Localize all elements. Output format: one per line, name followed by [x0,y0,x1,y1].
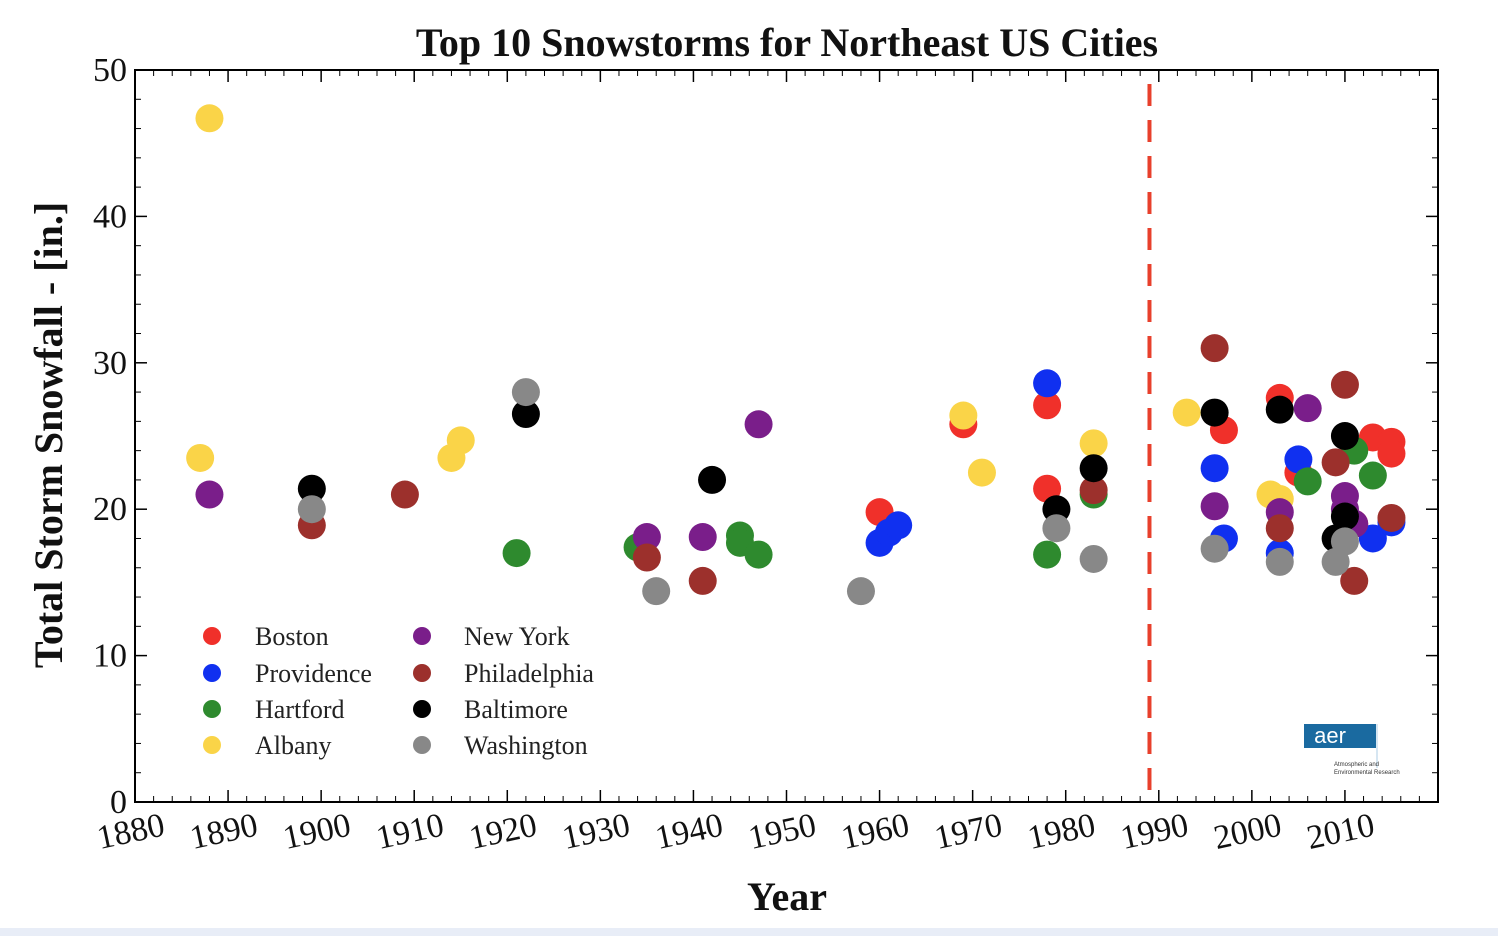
point-baltimore [297,474,326,503]
point-baltimore [1079,454,1108,483]
point-philadelphia [1340,566,1369,595]
point-albany [186,443,215,472]
point-boston [1033,391,1062,420]
x-tick-label: 2010 [1304,807,1378,857]
x-tick-label: 1890 [187,807,261,857]
aer-logo-badge [1304,724,1376,748]
window-bottom-strip [0,928,1498,936]
y-tick-label: 10 [93,638,127,675]
legend-label-new-york: New York [464,622,569,651]
legend-marker-washington [413,736,431,754]
point-new-york [195,480,224,509]
point-washington [1200,534,1229,563]
point-albany [967,458,996,487]
point-philadelphia [632,543,661,572]
point-providence [884,511,913,540]
legend-marker-new-york [413,627,431,645]
legend-marker-providence [203,664,221,682]
point-hartford [744,540,773,569]
point-providence [1033,369,1062,398]
legend-marker-baltimore [413,700,431,718]
legend-marker-philadelphia [413,664,431,682]
point-philadelphia [1265,514,1294,543]
legend-label-hartford: Hartford [255,695,345,724]
legend-label-washington: Washington [464,731,588,760]
point-washington [511,378,540,407]
point-albany [1079,429,1108,458]
point-providence [1284,445,1313,474]
point-albany [446,426,475,455]
point-albany [195,104,224,133]
point-philadelphia [390,480,419,509]
point-albany [949,401,978,430]
point-washington [1079,544,1108,573]
x-tick-label: 1930 [559,807,633,857]
point-philadelphia [1079,476,1108,505]
x-tick-label: 1950 [745,807,819,857]
x-axis-title: Year [747,874,827,919]
legend-label-providence: Providence [255,659,372,688]
legend-marker-hartford [203,700,221,718]
y-tick-label: 30 [93,345,127,382]
legend-marker-boston [203,627,221,645]
x-tick-label: 2000 [1211,807,1285,857]
legend-label-baltimore: Baltimore [464,695,568,724]
point-baltimore [511,400,540,429]
point-new-york [744,410,773,439]
point-baltimore [1265,395,1294,424]
aer-logo: aer Atmospheric and Environmental Resear… [1304,723,1400,776]
point-new-york [1200,492,1229,521]
point-washington [642,577,671,606]
y-tick-label: 20 [93,491,127,528]
point-hartford [1033,540,1062,569]
point-boston [1377,439,1406,468]
point-new-york [688,523,717,552]
y-tick-label: 40 [93,198,127,235]
legend-label-boston: Boston [255,622,329,651]
x-tick-label: 1990 [1117,807,1191,857]
x-tick-label: 1900 [280,807,354,857]
point-washington [297,495,326,524]
point-baltimore [698,465,727,494]
point-albany [1172,398,1201,427]
point-new-york [632,523,661,552]
x-tick-label: 1980 [1024,807,1098,857]
aer-logo-text: aer [1314,723,1346,748]
x-tick-label: 1940 [652,807,726,857]
point-philadelphia [688,566,717,595]
point-washington [1265,547,1294,576]
point-new-york [1293,394,1322,423]
x-tick-label: 1910 [373,807,447,857]
point-washington [846,577,875,606]
point-providence [1200,454,1229,483]
x-tick-label: 1970 [931,807,1005,857]
point-washington [1330,527,1359,556]
point-hartford [1293,467,1322,496]
legend-label-philadelphia: Philadelphia [464,659,594,688]
y-tick-label: 0 [110,784,127,821]
aer-logo-line1: Atmospheric and [1334,762,1379,768]
aer-logo-line2: Environmental Research [1334,770,1400,776]
point-hartford [502,539,531,568]
point-philadelphia [1321,448,1350,477]
legend-label-albany: Albany [255,731,332,760]
plot-frame [134,69,1439,803]
point-philadelphia [1377,503,1406,532]
point-hartford [1358,461,1387,490]
point-philadelphia [1330,370,1359,399]
point-baltimore [1330,422,1359,450]
x-tick-label: 1920 [466,807,540,857]
legend-marker-albany [203,736,221,754]
point-baltimore [1330,502,1359,531]
point-philadelphia [1200,334,1229,363]
x-tick-label: 1880 [94,807,168,857]
chart-title: Top 10 Snowstorms for Northeast US Citie… [416,20,1158,65]
y-axis-title: Total Storm Snowfall - [in.] [26,202,71,668]
y-tick-label: 50 [93,52,127,89]
point-baltimore [1200,398,1229,427]
point-washington [1042,514,1071,543]
x-tick-label: 1960 [838,807,912,857]
